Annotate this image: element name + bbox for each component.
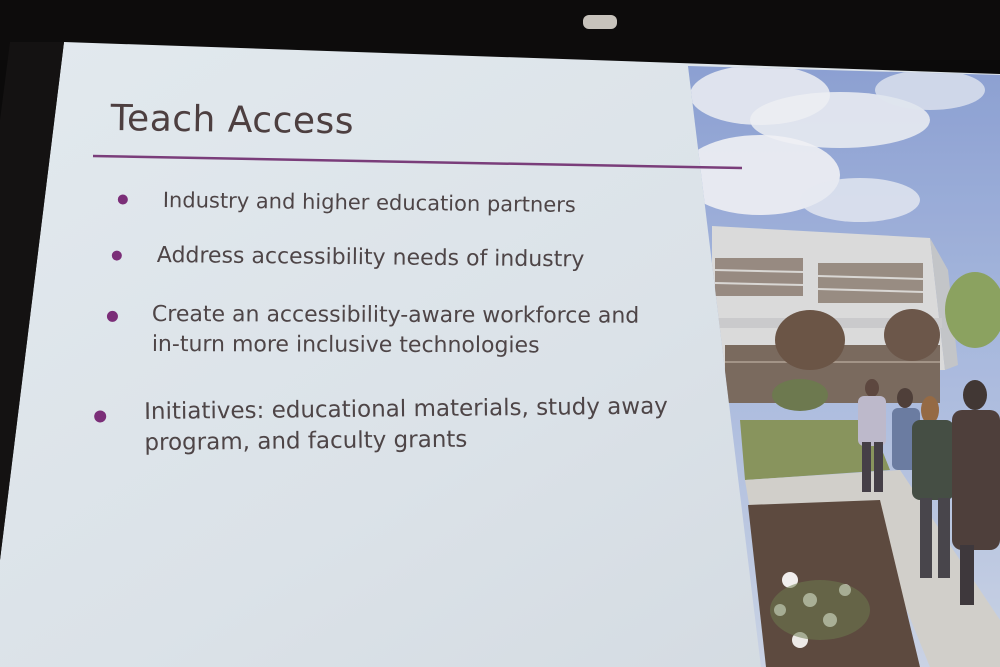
ceiling-light	[583, 15, 617, 29]
slide-left-shadow	[0, 42, 64, 560]
campus-photo	[688, 66, 1000, 667]
slide-title: Teach Access	[110, 98, 355, 143]
bullet-dot	[106, 310, 118, 322]
bullet-dot	[117, 194, 128, 205]
bullet-item: Initiatives: educational materials, stud…	[94, 392, 668, 460]
bullet-text: Address accessibility needs of industry	[156, 242, 585, 273]
bullet-item: Address accessibility needs of industry	[111, 241, 585, 275]
bullet-text: Industry and higher education partners	[162, 187, 576, 218]
bullet-text-continued: in-turn more inclusive technologies	[151, 331, 540, 359]
bullet-item: Create an accessibility-aware workforce …	[106, 300, 640, 361]
bullet-item: Industry and higher education partners	[117, 186, 576, 219]
bullet-text: Initiatives: educational materials, stud…	[144, 393, 668, 425]
title-rule	[92, 154, 743, 170]
bullet-text-continued: program, and faculty grants	[144, 426, 468, 457]
bullet-dot	[94, 410, 107, 423]
bullet-text: Create an accessibility-aware workforce …	[151, 302, 640, 329]
bullet-dot	[111, 250, 122, 261]
